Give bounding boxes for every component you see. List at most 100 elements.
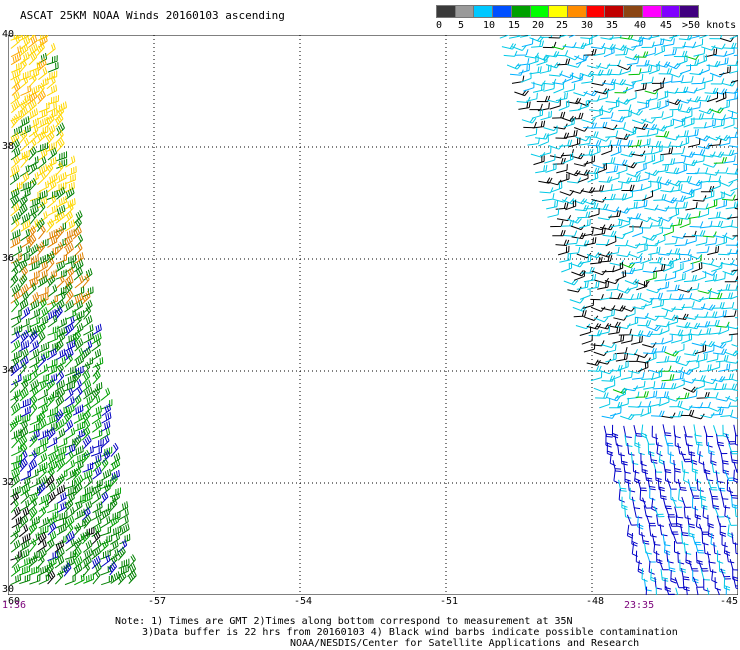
wind-barb (10, 394, 19, 409)
wind-barb (28, 446, 40, 457)
wind-barb (54, 484, 66, 497)
wind-barb (10, 35, 20, 49)
wind-barb (653, 194, 667, 201)
wind-barb (715, 199, 728, 210)
wind-barb (674, 313, 689, 320)
wind-barb (702, 344, 715, 354)
wind-barb (81, 426, 91, 441)
wind-barb (573, 310, 587, 318)
wind-barb (64, 381, 75, 392)
wind-barb (46, 364, 58, 376)
wind-barb (691, 262, 703, 273)
wind-barb (64, 365, 76, 377)
wind-barb (691, 149, 706, 156)
wind-barb (701, 496, 708, 510)
wind-barb (594, 203, 609, 211)
wind-barb (539, 146, 552, 157)
wind-barb (37, 156, 47, 170)
wind-barb (11, 516, 22, 529)
wind-barb (699, 220, 713, 229)
wind-barb (627, 479, 636, 493)
wind-barb (733, 198, 738, 201)
wind-barb (73, 210, 83, 224)
wind-barb (20, 153, 29, 168)
wind-barb (616, 287, 632, 294)
wind-barb (606, 283, 620, 291)
wind-barb (38, 517, 49, 529)
wind-barb (731, 532, 738, 545)
wind-barb (729, 225, 738, 229)
wind-barb (29, 308, 41, 320)
wind-barb (19, 574, 31, 585)
wind-barb (56, 186, 66, 200)
wind-barb (529, 103, 543, 111)
wind-barb (62, 562, 72, 577)
wind-barb (29, 450, 38, 465)
wind-barb (692, 155, 705, 164)
wind-barb (641, 372, 655, 380)
wind-barb (81, 361, 91, 376)
wind-barb (655, 433, 663, 447)
wind-barb (682, 262, 694, 274)
wind-barb (590, 371, 603, 382)
wind-barb (618, 479, 627, 492)
wind-barb (713, 272, 726, 282)
wind-barb (649, 398, 661, 408)
wind-barb (10, 155, 20, 169)
wind-barb (618, 328, 632, 336)
wind-barb (19, 348, 29, 362)
wind-barb (710, 408, 724, 416)
wind-barb (733, 469, 738, 483)
wind-barb (54, 339, 64, 354)
wind-barb (619, 65, 631, 75)
wind-barb (713, 425, 723, 437)
wind-barb (37, 482, 46, 496)
wind-barb (91, 405, 102, 418)
wind-barb (91, 555, 101, 569)
wind-barb (646, 515, 656, 527)
wind-barb (90, 453, 102, 466)
wind-barb (10, 273, 19, 288)
wind-barb (73, 242, 83, 257)
wind-map (8, 35, 738, 595)
wind-barb (648, 246, 661, 255)
legend-swatch (492, 5, 512, 18)
wind-barb (82, 514, 92, 529)
wind-barb (36, 554, 45, 569)
wind-barb (597, 281, 610, 290)
wind-barb (717, 443, 728, 455)
wind-barb (74, 234, 84, 249)
wind-barb (581, 37, 593, 48)
wind-barb (552, 111, 566, 119)
wind-barb (82, 395, 93, 408)
wind-barb (82, 539, 93, 553)
wind-barb (725, 396, 738, 402)
wind-barb (632, 460, 640, 474)
wind-barb (19, 387, 29, 402)
wind-barb (19, 98, 28, 113)
wind-barb (37, 253, 49, 266)
wind-barb (707, 246, 720, 256)
wind-barb (36, 189, 48, 201)
wind-barb (37, 58, 47, 72)
wind-barb (628, 109, 643, 116)
wind-barb (19, 514, 29, 529)
wind-barb (615, 353, 629, 362)
wind-barb (698, 108, 714, 115)
wind-barb (514, 89, 529, 97)
wind-barb (654, 310, 669, 317)
wind-barb (10, 229, 21, 241)
wind-barb (10, 460, 22, 472)
wind-barb (27, 459, 38, 473)
wind-barb (653, 345, 667, 353)
wind-barb (678, 35, 693, 41)
legend-label: 40 (634, 20, 647, 31)
wind-barb (678, 328, 692, 337)
wind-barb (28, 506, 38, 521)
wind-barb (668, 208, 680, 219)
wind-barb (37, 148, 48, 162)
wind-barb (544, 153, 556, 164)
wind-barb (601, 265, 615, 273)
wind-barb (718, 363, 731, 372)
wind-barb (562, 152, 574, 164)
